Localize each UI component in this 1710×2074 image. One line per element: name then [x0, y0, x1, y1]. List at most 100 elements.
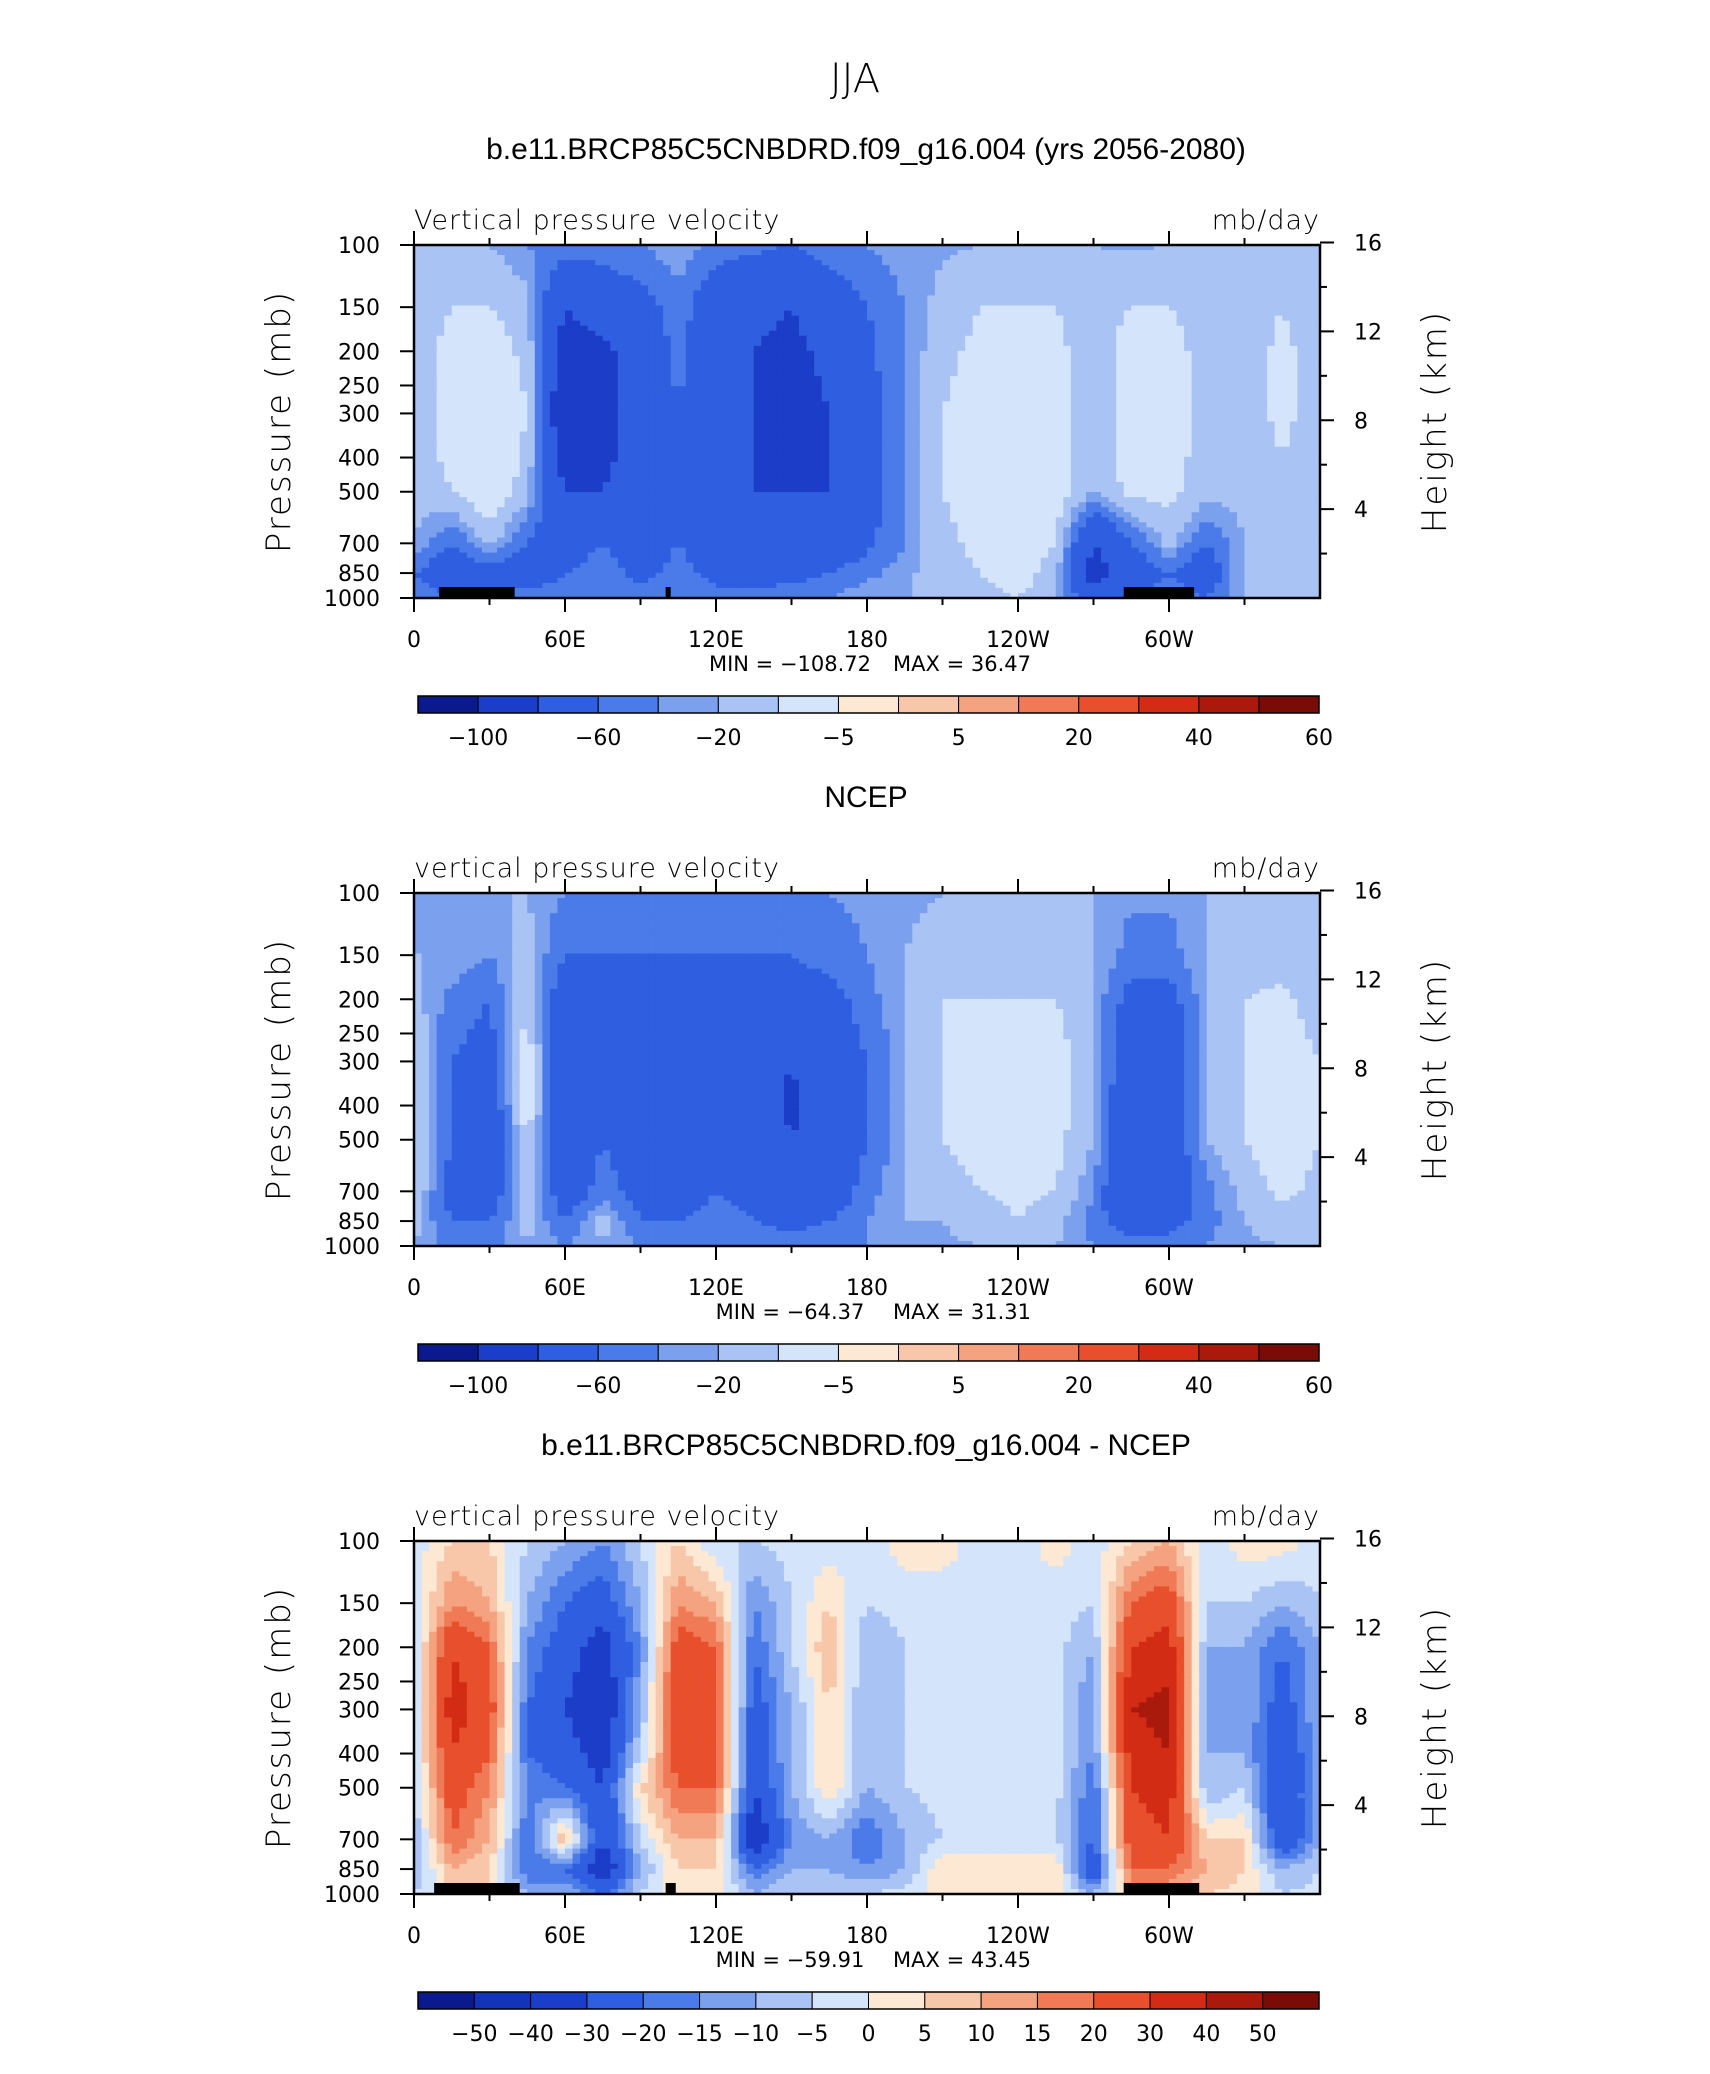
field-cell [1297, 446, 1306, 453]
field-cell [1184, 300, 1193, 307]
field-cell [436, 391, 445, 397]
field-cell [414, 255, 423, 261]
field-cell [1018, 391, 1027, 397]
field-cell [1289, 335, 1298, 342]
field-cell [1010, 355, 1019, 362]
field-cell [1312, 431, 1320, 438]
field-cell [504, 446, 513, 453]
field-cell [889, 330, 898, 337]
field-cell [1033, 305, 1042, 312]
field-cell [1063, 260, 1072, 266]
field-cell [1093, 335, 1102, 342]
field-cell [768, 310, 777, 317]
field-cell [1033, 345, 1042, 352]
field-cell [436, 396, 445, 402]
field-cell [1101, 285, 1110, 291]
field-cell [806, 406, 815, 413]
field-cell [512, 310, 521, 317]
field-cell [1236, 376, 1246, 382]
field-cell [595, 320, 604, 327]
field-cell [1229, 320, 1238, 327]
field-cell [776, 350, 785, 357]
field-cell [1146, 280, 1155, 286]
field-cell [542, 391, 551, 397]
field-cell [836, 401, 845, 407]
field-cell [542, 250, 551, 256]
field-cell [867, 360, 876, 367]
field-cell [474, 320, 483, 327]
field-cell [1236, 330, 1246, 337]
field-cell [572, 315, 581, 322]
field-cell [806, 250, 815, 256]
field-cell [700, 451, 710, 458]
field-cell [1206, 250, 1215, 256]
field-cell [882, 320, 891, 327]
field-cell [1101, 305, 1110, 312]
field-cell [1116, 396, 1125, 402]
field-cell [1161, 280, 1170, 286]
field-cell [534, 381, 543, 387]
field-cell [927, 401, 936, 407]
field-cell [444, 245, 453, 251]
field-cell [565, 345, 574, 352]
field-cell [1221, 376, 1230, 382]
field-cell [904, 436, 913, 443]
field-cell [1304, 406, 1314, 413]
field-cell [859, 340, 868, 347]
field-cell [791, 416, 800, 423]
field-cell [791, 355, 800, 362]
field-cell [1161, 320, 1170, 327]
field-cell [625, 416, 634, 423]
field-cell [1040, 366, 1049, 372]
field-cell [904, 315, 913, 322]
field-cell [919, 250, 928, 256]
field-cell [1206, 300, 1215, 307]
field-cell [867, 396, 876, 402]
field-cell [481, 360, 491, 367]
field-cell [912, 335, 921, 342]
field-cell [572, 446, 581, 453]
field-cell [783, 371, 793, 377]
field-cell [1221, 305, 1230, 312]
field-cell [768, 285, 777, 291]
field-cell [934, 406, 944, 413]
field-cell [1244, 245, 1253, 251]
field-cell [1184, 325, 1193, 332]
field-cell [1176, 295, 1185, 302]
field-cell [580, 360, 589, 367]
field-cell [1236, 386, 1246, 392]
field-cell [663, 310, 672, 317]
field-cell [836, 250, 845, 256]
field-cell [1070, 360, 1079, 367]
field-cell [663, 345, 672, 352]
field-cell [897, 360, 906, 367]
field-cell [451, 411, 460, 418]
field-cell [1146, 431, 1155, 438]
field-cell [1063, 255, 1072, 261]
field-cell [927, 340, 936, 347]
field-cell [950, 451, 959, 458]
field-cell [731, 250, 740, 256]
field-cell [1289, 411, 1298, 418]
field-cell [972, 436, 981, 443]
field-cell [1002, 245, 1012, 251]
field-cell [1229, 426, 1238, 433]
field-cell [580, 330, 589, 337]
field-cell [1244, 260, 1253, 266]
field-cell [474, 446, 483, 453]
field-cell [1040, 285, 1049, 291]
field-cell [783, 340, 793, 347]
field-cell [965, 305, 974, 312]
field-cell [1063, 345, 1072, 352]
field-cell [1282, 255, 1291, 261]
field-cell [512, 295, 521, 302]
field-cell [617, 310, 626, 317]
field-cell [414, 310, 423, 317]
field-cell [489, 376, 498, 382]
field-cell [670, 451, 679, 458]
field-cell [1274, 446, 1283, 453]
field-cell [844, 260, 853, 266]
field-cell [1229, 376, 1238, 382]
field-cell [421, 260, 430, 266]
field-cell [1289, 396, 1298, 402]
